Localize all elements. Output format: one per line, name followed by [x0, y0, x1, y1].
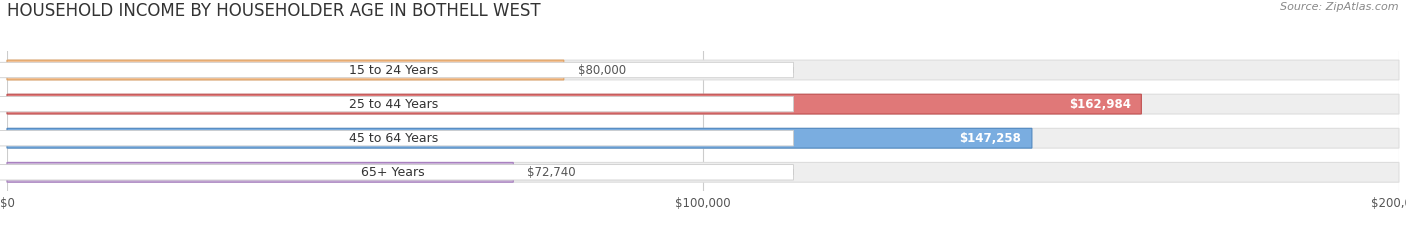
Text: HOUSEHOLD INCOME BY HOUSEHOLDER AGE IN BOTHELL WEST: HOUSEHOLD INCOME BY HOUSEHOLDER AGE IN B… — [7, 2, 541, 20]
Text: 65+ Years: 65+ Years — [361, 166, 425, 179]
FancyBboxPatch shape — [0, 164, 793, 180]
FancyBboxPatch shape — [7, 60, 564, 80]
FancyBboxPatch shape — [7, 60, 1399, 80]
Text: 15 to 24 Years: 15 to 24 Years — [349, 64, 437, 76]
Text: 45 to 64 Years: 45 to 64 Years — [349, 132, 437, 145]
Text: 25 to 44 Years: 25 to 44 Years — [349, 98, 437, 111]
FancyBboxPatch shape — [7, 94, 1399, 114]
FancyBboxPatch shape — [7, 162, 1399, 182]
FancyBboxPatch shape — [7, 94, 1142, 114]
Text: $147,258: $147,258 — [959, 132, 1022, 145]
FancyBboxPatch shape — [0, 96, 793, 112]
FancyBboxPatch shape — [0, 130, 793, 146]
Text: $72,740: $72,740 — [527, 166, 576, 179]
Text: $162,984: $162,984 — [1069, 98, 1130, 111]
FancyBboxPatch shape — [7, 162, 513, 182]
FancyBboxPatch shape — [0, 62, 793, 78]
Text: Source: ZipAtlas.com: Source: ZipAtlas.com — [1281, 2, 1399, 12]
Text: $80,000: $80,000 — [578, 64, 626, 76]
FancyBboxPatch shape — [7, 128, 1399, 148]
FancyBboxPatch shape — [7, 128, 1032, 148]
